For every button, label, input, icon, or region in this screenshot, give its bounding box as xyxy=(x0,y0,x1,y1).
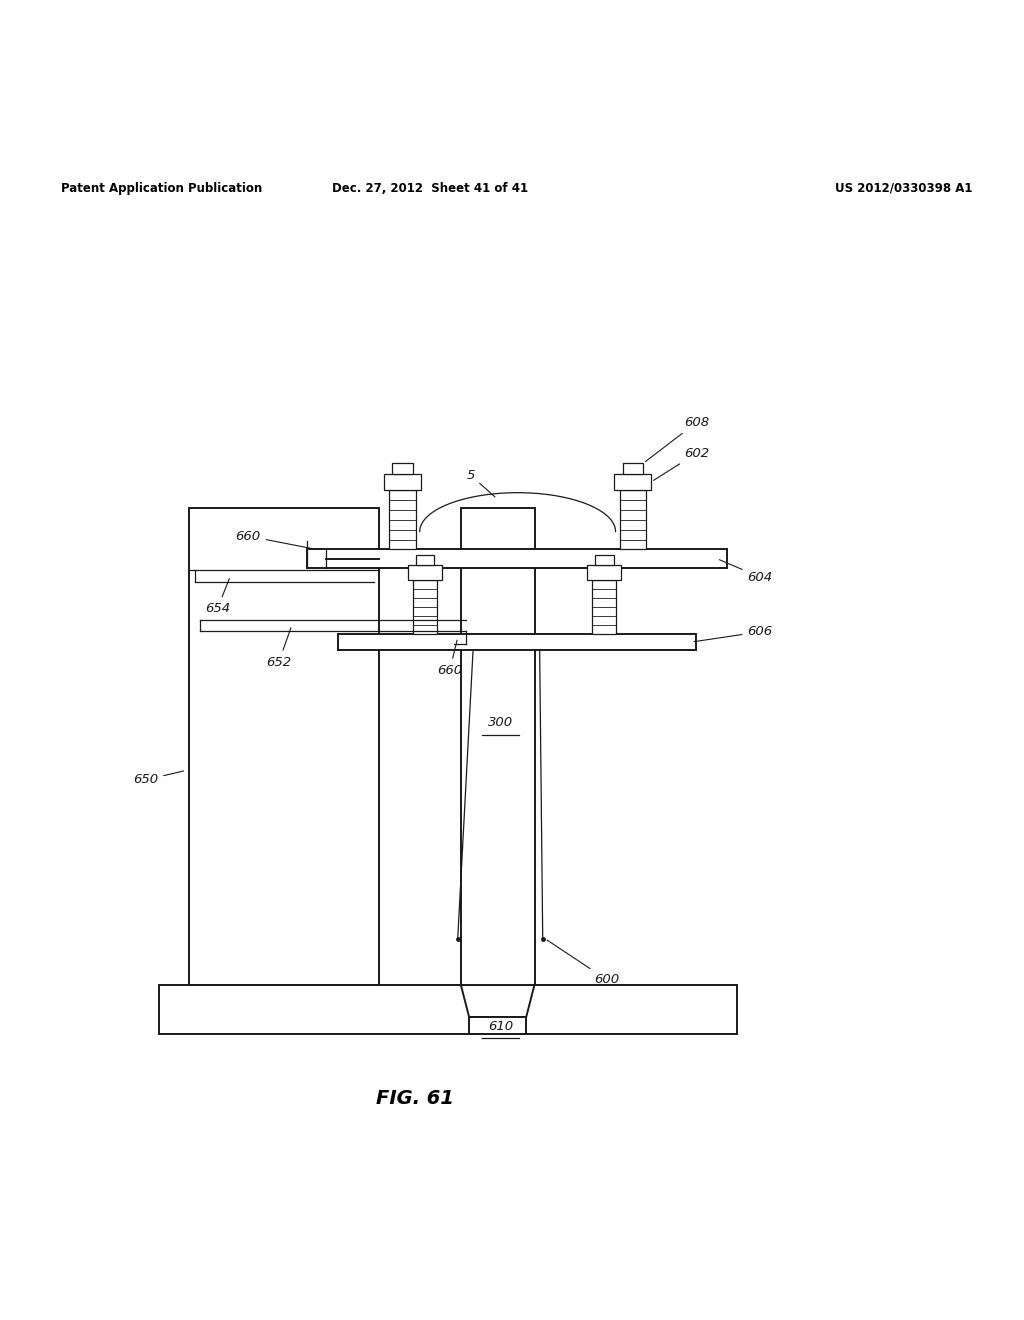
Text: Dec. 27, 2012  Sheet 41 of 41: Dec. 27, 2012 Sheet 41 of 41 xyxy=(332,182,528,195)
Bar xyxy=(338,635,696,649)
Bar xyxy=(392,463,413,474)
Bar xyxy=(587,565,622,579)
Text: 300: 300 xyxy=(488,717,513,729)
Bar xyxy=(307,549,727,568)
Text: 610: 610 xyxy=(488,1019,513,1032)
Text: 660: 660 xyxy=(437,640,463,677)
Text: 650: 650 xyxy=(133,771,183,787)
Text: 602: 602 xyxy=(653,446,710,480)
Text: 5: 5 xyxy=(467,469,495,496)
Bar xyxy=(614,474,651,490)
Bar xyxy=(592,579,616,635)
Bar xyxy=(384,474,421,490)
Text: 606: 606 xyxy=(694,626,773,642)
Bar xyxy=(159,985,737,1034)
Text: 660: 660 xyxy=(236,529,313,549)
Text: 604: 604 xyxy=(719,560,773,583)
Text: 652: 652 xyxy=(266,628,292,668)
Polygon shape xyxy=(461,985,535,1016)
Text: 600: 600 xyxy=(547,940,620,986)
Text: Patent Application Publication: Patent Application Publication xyxy=(61,182,263,195)
Text: 608: 608 xyxy=(645,416,710,462)
Bar xyxy=(189,508,379,985)
Bar xyxy=(389,490,416,549)
Bar xyxy=(623,463,643,474)
Bar xyxy=(413,579,437,635)
Bar xyxy=(469,1016,526,1034)
Text: US 2012/0330398 A1: US 2012/0330398 A1 xyxy=(836,182,973,195)
Bar xyxy=(595,556,613,565)
Text: 654: 654 xyxy=(205,578,230,615)
Bar xyxy=(620,490,646,549)
Bar xyxy=(408,565,442,579)
Text: FIG. 61: FIG. 61 xyxy=(376,1089,454,1107)
Bar xyxy=(461,508,535,985)
Bar xyxy=(416,556,434,565)
